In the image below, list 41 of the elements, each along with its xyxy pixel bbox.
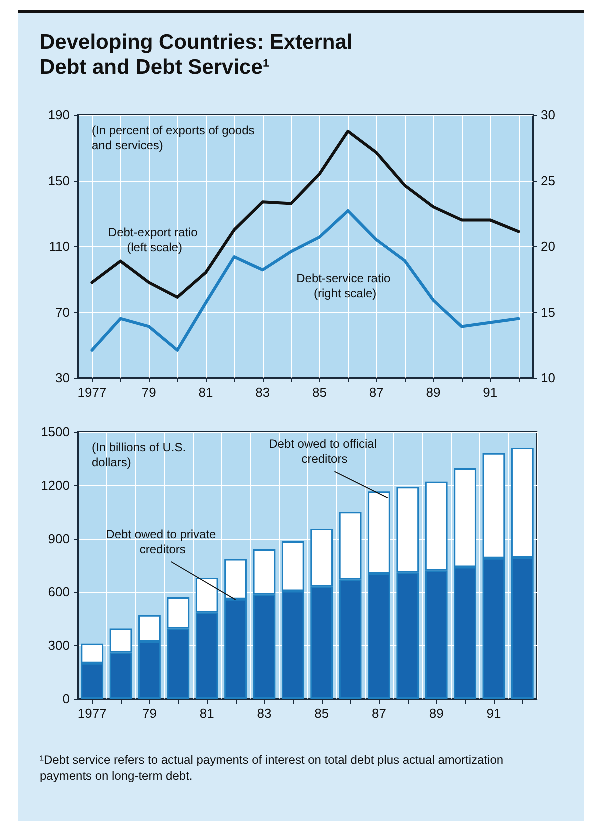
x-tick-label: 79 xyxy=(142,706,157,721)
line-series xyxy=(90,209,520,352)
series-label: Debt-export ratio (left scale) xyxy=(108,225,202,254)
y-tick-label: 1200 xyxy=(41,478,70,493)
x-tick-label: 1977 xyxy=(78,385,107,400)
y2-tick-label: 30 xyxy=(541,108,556,122)
x-tick-label: 83 xyxy=(256,385,270,400)
x-tick-label: 83 xyxy=(257,706,272,721)
x-tick-label: 89 xyxy=(429,706,444,721)
x-tick-label: 91 xyxy=(483,385,498,400)
x-tick-label: 89 xyxy=(426,385,441,400)
chart-title: Developing Countries: External Debt and Debt Service¹ xyxy=(40,30,354,80)
x-tick-label: 87 xyxy=(369,385,384,400)
x-tick-label: 81 xyxy=(200,706,214,721)
y2-tick-label: 10 xyxy=(541,370,556,386)
annotation: (In billions of U.S. dollars) xyxy=(92,440,190,470)
y-tick-label: 0 xyxy=(62,692,70,706)
text: ¹Debt service refers to actual payments of interest on total debt plus actual amortization payments on long-term debt. xyxy=(40,752,505,784)
y-tick-label: 70 xyxy=(56,304,70,320)
y-tick-label: 900 xyxy=(48,531,70,546)
annotation: (In percent of exports of goods and services) xyxy=(92,124,258,152)
y-tick-label: 190 xyxy=(48,108,70,122)
y2-tick-label: 25 xyxy=(541,173,556,188)
x-tick-label: 1977 xyxy=(78,706,107,721)
x-tick-label: 81 xyxy=(198,385,214,400)
x-tick-label: 85 xyxy=(314,706,330,721)
y2-tick-label: 15 xyxy=(541,304,556,320)
x-tick-label: 79 xyxy=(142,385,156,400)
series-label: Debt-service ratio (right scale) xyxy=(296,271,394,300)
text: Debt owed to private creditors xyxy=(106,527,217,556)
y-tick-label: 1500 xyxy=(41,424,70,440)
x-tick-label: 91 xyxy=(486,706,502,721)
text: Debt owed to official creditors xyxy=(269,437,380,466)
x-tick-label: 87 xyxy=(372,706,386,721)
y2-tick-label: 20 xyxy=(541,239,556,254)
x-tick-label: 85 xyxy=(312,385,327,400)
y-tick-label: 150 xyxy=(48,173,70,188)
y-tick-label: 300 xyxy=(48,638,70,654)
y-tick-label: 30 xyxy=(56,370,70,386)
y-tick-label: 110 xyxy=(49,239,70,254)
y-tick-label: 600 xyxy=(48,584,70,600)
